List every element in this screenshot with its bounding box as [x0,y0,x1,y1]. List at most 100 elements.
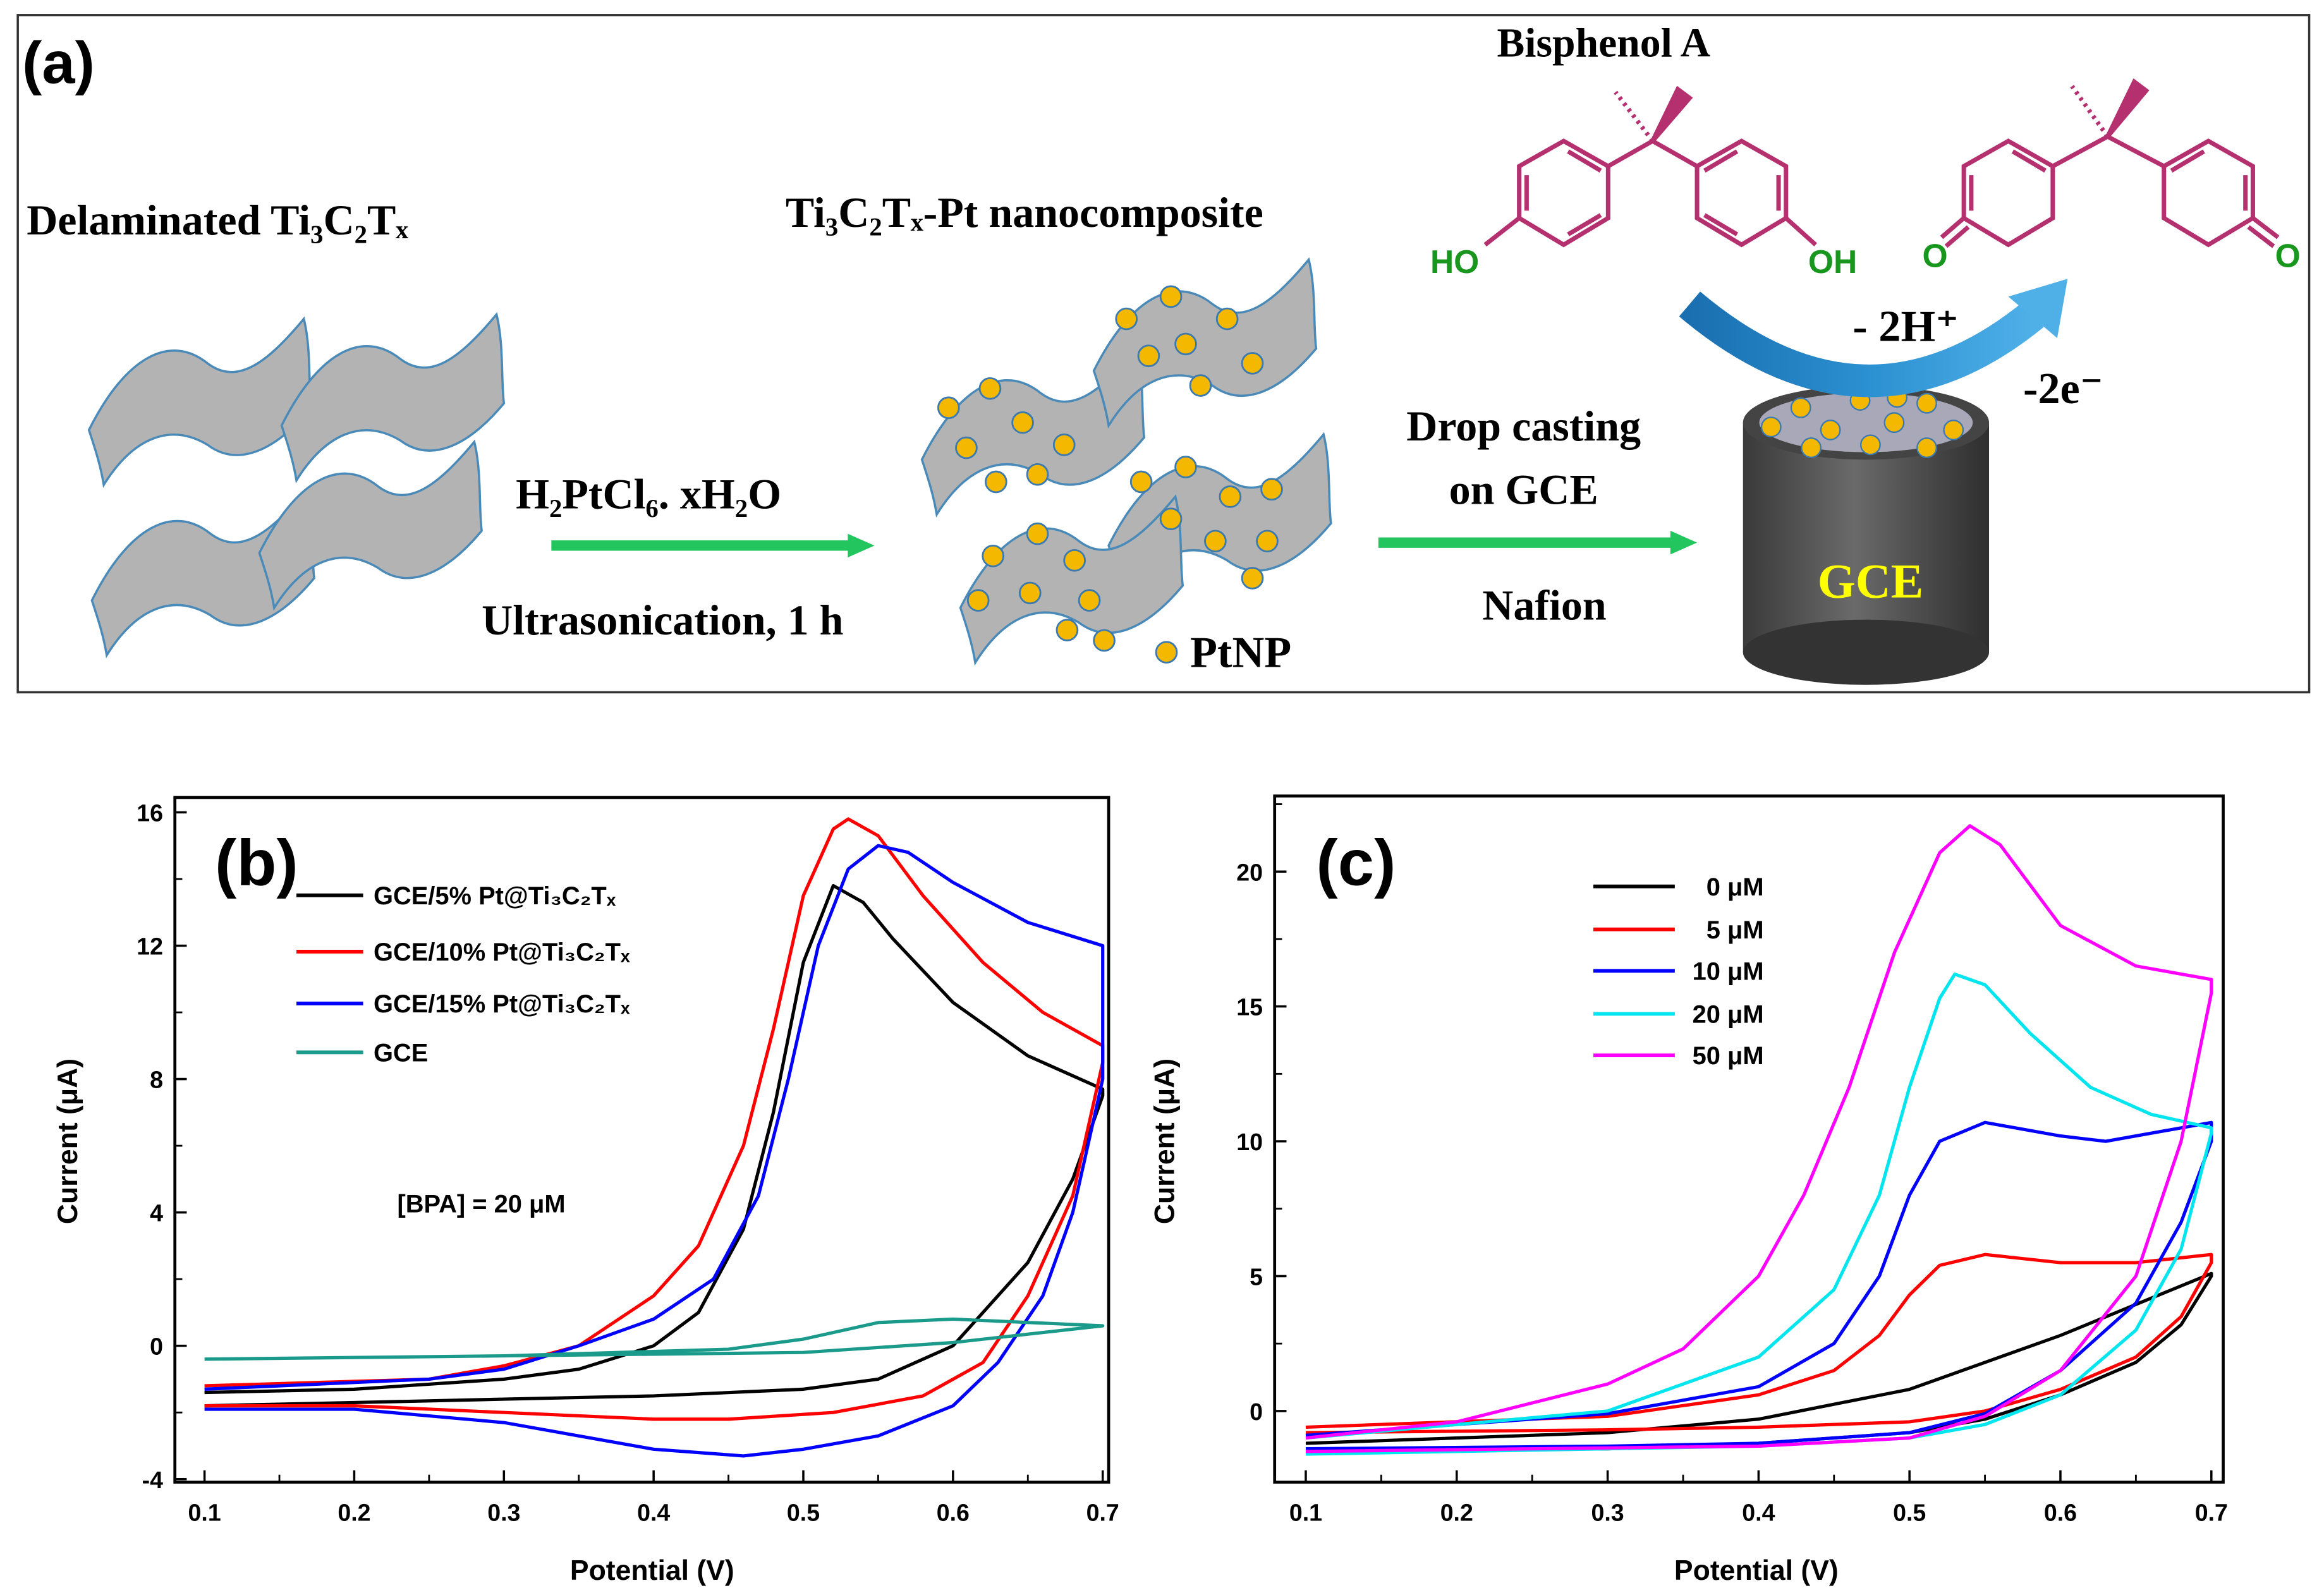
legend-label: 50 μM [1693,1042,1764,1070]
pt-nanoparticle [1260,478,1283,501]
chart-b-xlabel: Potential (V) [570,1555,734,1586]
y-tick-label: 0 [150,1333,163,1360]
pt-nanoparticle [966,589,990,612]
series-line-4 [1305,824,2213,1453]
pt-nanoparticle [1256,530,1279,553]
electron-label: -2e⁻ [2023,364,2103,413]
pt-nanoparticle [1241,567,1264,590]
y-tick-label: 16 [137,800,163,827]
x-tick-label: 0.2 [338,1499,370,1525]
series-line-2 [1305,1120,2213,1451]
ultrasonication-label: Ultrasonication, 1 h [482,596,843,644]
bisphenol-label: Bisphenol A [1497,20,1710,66]
x-tick-label: 0.4 [1742,1499,1775,1525]
chart-c-legend: 0 μM 5 μM 10 μM 20 μM 50 μM [1593,873,1764,1070]
reaction-arrow [1679,279,2068,397]
x-tick-label: 0.6 [2044,1499,2077,1525]
x-tick-label: 0.5 [787,1499,820,1525]
pt-nanoparticle [1093,629,1116,652]
x-tick-label: 0.2 [1440,1499,1473,1525]
x-tick-label: 0.1 [1289,1499,1322,1525]
chart-c-frame [1273,794,2225,1484]
legend-label: 10 μM [1693,957,1764,985]
y-tick-label: 12 [137,933,163,960]
legend-label: 0 μM [1706,873,1764,901]
legend-label: GCE/5% Pt@Ti₃C₂Tₓ [374,882,616,910]
pt-nanoparticle [985,470,1007,494]
carbonyl-left: O [1922,237,1947,274]
series-line-3 [204,1317,1105,1361]
pt-decorated-sheets [920,258,1332,664]
x-tick-label: 0.5 [1893,1499,1926,1525]
x-tick-label: 0.7 [2195,1499,2228,1525]
y-tick-label: 10 [1236,1129,1263,1155]
pt-nanoparticle [1215,307,1239,331]
quinone-product-molecule [1940,78,2280,248]
bpa-concentration-annotation: [BPA] = 20 μM [397,1191,565,1218]
pt-nanoparticle [937,396,960,420]
x-tick-label: 0.1 [188,1499,221,1525]
legend-label: GCE [374,1039,428,1067]
bisphenol-a-molecule [1483,85,1818,248]
y-tick-label: 4 [150,1200,163,1227]
panel-a-label: (a) [22,30,95,96]
x-tick-label: 0.7 [1086,1499,1119,1525]
ptnp-label: PtNP [1190,628,1291,677]
gce-label: GCE [1818,554,1924,608]
pt-nanoparticle [1056,619,1079,641]
pt-nanoparticle [1916,392,1937,414]
pt-nanoparticle [1078,589,1101,612]
chart-c-xlabel: Potential (V) [1674,1555,1839,1586]
pt-nanoparticle [1115,307,1138,331]
pt-nanoparticle [1860,434,1881,456]
pt-nanoparticle [978,377,1002,400]
series-line-1 [1305,1252,2213,1434]
legend-label: 5 μM [1706,916,1764,944]
panel-a-scheme: (a) Delaminated Ti₃C₂Tₓ Ti₃C₂Tₓ-Pt nanoc… [16,14,2311,694]
pt-nanoparticle [1174,332,1197,356]
pt-nanoparticle [1219,485,1242,508]
chart-b-legend: GCE/5% Pt@Ti₃C₂Tₓ GCE/10% Pt@Ti₃C₂Tₓ GCE/1… [296,882,630,1067]
pt-nanoparticle [1189,374,1212,397]
pt-nanoparticle [955,436,978,459]
pt-nanoparticle [1052,434,1076,456]
chart-b-ticks: 0.1 0.2 0.3 0.4 0.5 0.6 0.7 -4 0 4 8 12 16 [137,800,1119,1526]
chart-b-series [204,817,1105,1458]
x-tick-label: 0.3 [1591,1499,1624,1525]
pt-nanoparticle [1916,437,1937,458]
chart-c-ticks: 0.1 0.2 0.3 0.4 0.5 0.6 0.7 0 5 10 15 20 [1236,803,2228,1525]
pt-nanoparticle [1011,411,1034,434]
carbonyl-right: O [2275,237,2301,274]
proton-label: - 2H⁺ [1853,302,1959,351]
pt-nanoparticle [1018,581,1042,605]
delaminated-label: Delaminated Ti₃C₂Tₓ [27,196,408,244]
pt-nanoparticle [1159,507,1183,530]
chart-b-ylabel: Current (μA) [52,1058,83,1224]
pt-nanoparticle [1760,416,1782,438]
gce-electrode: GCE [1743,385,1990,685]
series-line-2 [204,844,1105,1458]
nafion-label: Nafion [1482,581,1606,629]
chart-c-series [1305,824,2213,1456]
pt-nanoparticle [1063,549,1086,572]
pt-nanoparticle [1026,522,1049,545]
nanocomposite-label: Ti₃C₂Tₓ-Pt nanocomposite [786,188,1263,236]
pt-nanoparticle [1801,437,1822,458]
pt-nanoparticle [1241,352,1264,375]
series-line-0 [204,883,1105,1408]
series-line-3 [1305,972,2213,1456]
pt-nanoparticle [1943,420,1964,440]
pt-nanoparticle [1174,456,1197,478]
y-tick-label: 8 [150,1067,163,1093]
pt-nanoparticle [1159,285,1183,308]
reagent-label: H₂PtCl₆. xH₂O [516,470,781,518]
legend-label: GCE/15% Pt@Ti₃C₂Tₓ [374,990,630,1018]
y-tick-label: -4 [142,1467,163,1493]
chart-b: 0.1 0.2 0.3 0.4 0.5 0.6 0.7 -4 0 4 8 12 16 (b) GCE/5… [52,796,1119,1586]
chart-b-frame [173,796,1110,1484]
pt-nanoparticle [1026,463,1049,486]
y-tick-label: 15 [1236,994,1263,1021]
green-arrow-2 [1378,530,1698,555]
legend-label: GCE/10% Pt@Ti₃C₂Tₓ [374,938,630,966]
